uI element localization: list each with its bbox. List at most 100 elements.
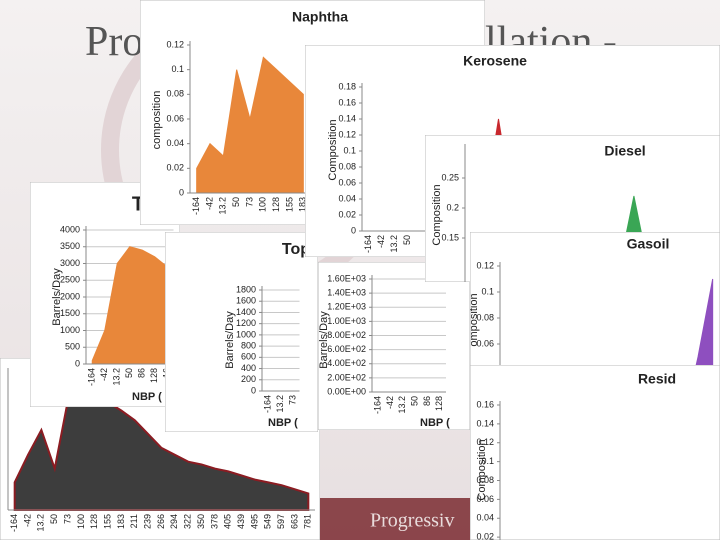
y-axis-label: Composition	[476, 439, 488, 500]
chart-title: Top	[282, 241, 310, 258]
y-tick-label: 1500	[60, 308, 80, 318]
y-tick-label: 0.06	[476, 494, 494, 504]
y-tick-label: 0.16	[476, 399, 494, 409]
x-tick-label: 50	[231, 197, 241, 207]
x-tick-label: 100	[76, 514, 86, 529]
x-tick-label: 155	[284, 197, 294, 212]
x-tick-label: 663	[289, 514, 299, 529]
y-tick-label: 0.04	[476, 513, 494, 523]
x-tick-label: 13.2	[275, 395, 285, 413]
y-tick-label: 1600	[236, 296, 256, 306]
x-tick-label: -42	[376, 235, 386, 248]
y-tick-label: 0.06	[166, 113, 184, 123]
y-tick-label: 2000	[60, 291, 80, 301]
x-tick-label: 183	[116, 514, 126, 529]
x-tick-label: 597	[276, 514, 286, 529]
y-axis-label: Composition	[431, 184, 443, 245]
y-tick-label: 8.00E+02	[327, 330, 366, 340]
chart-title: Naphtha	[292, 9, 348, 25]
x-tick-label: 73	[244, 197, 254, 207]
x-tick-label: -164	[373, 396, 383, 414]
x-tick-label: 13.2	[36, 514, 46, 532]
area	[196, 56, 304, 194]
y-tick-label: 1400	[236, 307, 256, 317]
y-tick-label: 0.1	[481, 456, 494, 466]
x-tick-label: -164	[191, 197, 201, 215]
y-tick-label: 0.14	[338, 113, 356, 123]
x-axis-label: NBP (	[420, 417, 450, 429]
x-tick-label: 50	[49, 514, 59, 524]
y-tick-label: 4000	[60, 224, 80, 234]
y-tick-label: 0.12	[338, 129, 356, 139]
x-tick-label: 73	[288, 395, 298, 405]
y-tick-label: 400	[241, 363, 256, 373]
y-tick-label: 1.00E+03	[327, 316, 366, 326]
y-tick-label: 0	[351, 225, 356, 235]
y-tick-label: 0	[75, 358, 80, 368]
y-tick-label: 1.40E+03	[327, 288, 366, 298]
y-tick-label: 0.16	[338, 97, 356, 107]
y-tick-label: 2500	[60, 275, 80, 285]
y-tick-label: 0.1	[343, 145, 356, 155]
chart-title: Resid	[638, 371, 676, 387]
logo: Progressiv	[370, 510, 454, 532]
x-tick-label: 211	[129, 514, 139, 528]
y-axis-label: Composition	[327, 119, 339, 180]
y-tick-label: 200	[241, 374, 256, 384]
x-tick-label: 405	[223, 514, 233, 529]
x-tick-label: -164	[263, 395, 273, 413]
y-axis-label: composition	[151, 91, 163, 150]
x-tick-label: 13.2	[397, 396, 407, 414]
x-tick-label: 183	[298, 197, 308, 212]
y-tick-label: 0.02	[166, 163, 184, 173]
chart-title: Diesel	[604, 143, 645, 159]
chart-panel: 0.00E+00 2.00E+02 4.00E+02 6.00E+02 8.00E+02…	[318, 262, 470, 430]
x-tick-label: 50	[410, 396, 420, 406]
panel-background	[470, 232, 720, 367]
x-tick-label: 350	[196, 514, 206, 529]
y-tick-label: 1200	[236, 318, 256, 328]
x-tick-label: 495	[249, 514, 259, 529]
y-tick-label: 0.1	[481, 286, 494, 296]
x-tick-label: 155	[102, 514, 112, 529]
y-tick-label: 3000	[60, 258, 80, 268]
x-tick-label: -42	[204, 197, 214, 210]
y-axis-label: omposition	[468, 293, 480, 346]
x-axis-label: NBP (	[268, 417, 298, 429]
y-tick-label: 1800	[236, 284, 256, 294]
y-tick-label: 0.1	[171, 64, 184, 74]
area	[13, 398, 310, 511]
x-tick-label: 294	[169, 514, 179, 529]
y-tick-label: 0.08	[166, 89, 184, 99]
panel-background	[165, 232, 318, 432]
y-tick-label: 0.08	[338, 161, 356, 171]
y-tick-label: 0.12	[476, 437, 494, 447]
y-tick-label: 2.00E+02	[327, 372, 366, 382]
y-tick-label: 0.2	[446, 202, 459, 212]
x-axis-label: NBP (	[132, 391, 162, 403]
panel-background	[470, 365, 720, 540]
x-tick-label: 50	[402, 235, 412, 245]
x-tick-label: -42	[99, 368, 109, 381]
y-tick-label: 0.08	[476, 475, 494, 485]
x-tick-label: 378	[209, 514, 219, 529]
x-tick-label: 266	[156, 514, 166, 529]
y-axis-label: Barrels/Day	[318, 311, 330, 369]
x-tick-label: 73	[62, 514, 72, 524]
x-tick-label: 781	[303, 514, 313, 529]
y-tick-label: 800	[241, 340, 256, 350]
x-tick-label: -164	[87, 368, 97, 386]
area	[695, 278, 714, 367]
y-tick-label: 0.06	[338, 177, 356, 187]
y-tick-label: 3500	[60, 241, 80, 251]
y-tick-label: 4.00E+02	[327, 358, 366, 368]
y-tick-label: 1000	[60, 325, 80, 335]
logo-band	[300, 498, 470, 540]
x-tick-label: 50	[124, 368, 134, 378]
x-tick-label: 322	[183, 514, 193, 529]
panel-background	[318, 262, 470, 430]
y-tick-label: 0.25	[441, 172, 459, 182]
y-tick-label: 0.04	[338, 193, 356, 203]
y-tick-label: 1.20E+03	[327, 302, 366, 312]
